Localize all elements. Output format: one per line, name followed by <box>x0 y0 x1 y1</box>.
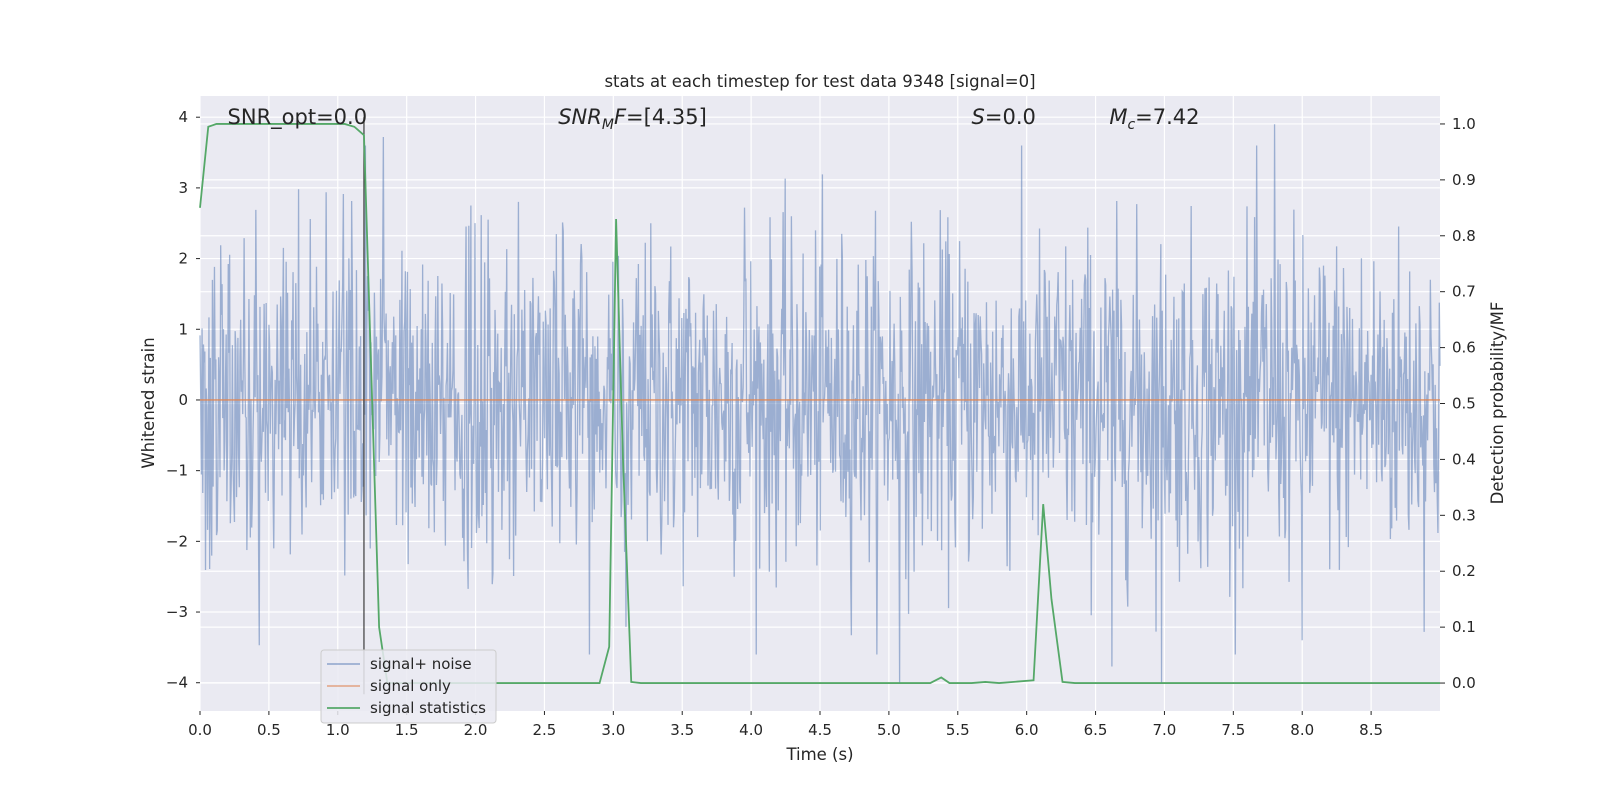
x-axis-ticks: 0.0 0.5 1.0 1.5 2.0 2.5 3.0 3.5 4.0 4.5 5.0 5.5 6.0 6… <box>188 711 1383 739</box>
x-axis-label: Time (s) <box>785 745 853 764</box>
x-tick-label: 3.5 <box>670 721 694 739</box>
x-tick-label: 1.0 <box>326 721 350 739</box>
x-tick-label: 5.0 <box>877 721 901 739</box>
signal-statistics-series <box>199 123 1440 684</box>
y2-tick-label: 0.5 <box>1452 395 1476 413</box>
x-tick-label: 2.0 <box>464 721 488 739</box>
y-tick-label: 0 <box>178 391 188 409</box>
x-tick-label: 5.5 <box>946 721 970 739</box>
x-tick-label: 8.5 <box>1359 721 1383 739</box>
y2-tick-label: 0.7 <box>1452 283 1476 301</box>
legend-box <box>320 649 497 724</box>
x-tick-label: 7.5 <box>1221 721 1245 739</box>
signal-statistics-line <box>199 123 1440 684</box>
y-tick-label: 3 <box>178 179 188 197</box>
legend-label-signal-noise: signal+ noise <box>370 655 472 673</box>
y-tick-label: −1 <box>166 462 188 480</box>
y2-tick-label: 0.1 <box>1452 618 1476 636</box>
x-tick-label: 0.5 <box>257 721 281 739</box>
y-tick-label: −2 <box>166 532 188 550</box>
x-tick-label: 8.0 <box>1290 721 1314 739</box>
y2-tick-label: 0.2 <box>1452 562 1476 580</box>
annotation-s-stat: S=0.0 <box>972 105 1036 129</box>
y2-tick-label: 0.9 <box>1452 171 1476 189</box>
x-tick-label: 6.5 <box>1084 721 1108 739</box>
signal-noise-line <box>199 124 1441 683</box>
y2-tick-label: 0.0 <box>1452 674 1476 692</box>
x-tick-label: 1.5 <box>395 721 419 739</box>
y-axis-label: Whitened strain <box>139 337 158 468</box>
annotation-snr-opt: SNR_opt=0.0 <box>228 105 368 130</box>
annotation-mchirp: Mc=7.42 <box>1109 105 1199 133</box>
x-tick-label: 6.0 <box>1015 721 1039 739</box>
y2-axis-label: Detection probability/MF <box>1488 302 1507 505</box>
y2-axis-ticks: 0.0 0.1 0.2 0.3 0.4 0.5 0.6 0.7 0.8 0.9 1.0 <box>1440 115 1476 692</box>
y-axis-ticks: −4 −3 −2 −1 0 1 2 3 4 <box>166 108 200 692</box>
legend: signal+ noise signal only signal statist… <box>320 649 497 724</box>
x-tick-label: 2.5 <box>533 721 557 739</box>
x-tick-label: 4.0 <box>739 721 763 739</box>
x-tick-label: 3.0 <box>601 721 625 739</box>
x-tick-label: 7.0 <box>1153 721 1177 739</box>
y2-tick-label: 0.8 <box>1452 227 1476 245</box>
signal-noise-series <box>199 124 1441 683</box>
legend-label-signal-only: signal only <box>370 677 451 695</box>
annotations: SNR_opt=0.0 SNRMF=[4.35] S=0.0 Mc=7.42 <box>228 105 1200 133</box>
y-tick-label: 2 <box>178 250 188 268</box>
x-tick-label: 4.5 <box>808 721 832 739</box>
y2-tick-label: 1.0 <box>1452 115 1476 133</box>
y2-tick-label: 0.4 <box>1452 450 1476 468</box>
y2-tick-label: 0.3 <box>1452 506 1476 524</box>
y2-tick-label: 0.6 <box>1452 339 1476 357</box>
y-tick-label: 1 <box>178 320 188 338</box>
annotation-snr-mf: SNRMF=[4.35] <box>558 105 707 133</box>
y-tick-label: −4 <box>166 674 188 692</box>
y-tick-label: 4 <box>178 108 188 126</box>
chart-title: stats at each timestep for test data 934… <box>604 72 1035 91</box>
y-tick-label: −3 <box>166 603 188 621</box>
legend-label-signal-statistics: signal statistics <box>370 699 486 717</box>
x-tick-label: 0.0 <box>188 721 212 739</box>
